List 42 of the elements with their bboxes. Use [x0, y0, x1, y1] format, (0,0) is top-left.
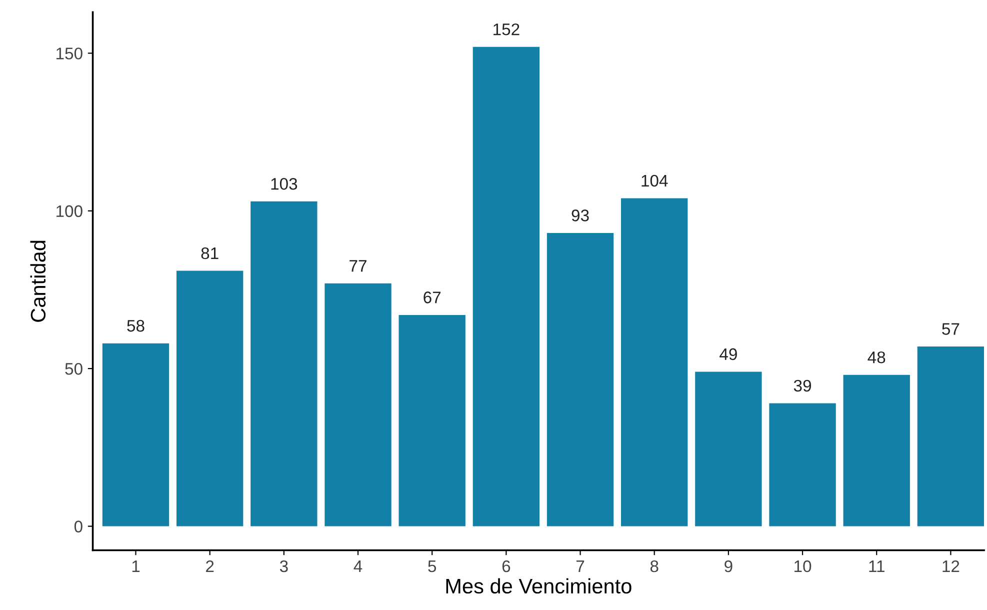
data-label: 57: [942, 323, 960, 335]
data-label: 103: [271, 178, 298, 190]
x-tick-label: 11: [869, 560, 884, 572]
x-tick-label: 7: [576, 560, 584, 572]
x-tick-label: 2: [206, 560, 214, 572]
bar: [250, 201, 318, 526]
bar: [102, 343, 170, 526]
bar: [546, 232, 614, 526]
data-label: 49: [720, 348, 737, 360]
data-label: 58: [127, 320, 144, 332]
x-tick-label: 5: [428, 560, 436, 572]
y-tick-label: 100: [56, 205, 82, 218]
bar: [324, 283, 392, 526]
data-label: 93: [572, 210, 589, 222]
data-label: 152: [494, 23, 520, 36]
x-tick-label: 6: [502, 560, 510, 572]
x-tick-label: 4: [354, 560, 362, 572]
data-label: 48: [868, 351, 886, 364]
bar: [472, 46, 540, 526]
bar: [176, 270, 244, 526]
bar: [917, 346, 984, 526]
y-tick-label: 0: [74, 520, 82, 532]
data-label: 67: [424, 292, 441, 304]
y-tick-label: 150: [56, 48, 82, 60]
x-axis-title: Mes de Vencimiento: [446, 578, 632, 594]
x-tick-label: 10: [794, 560, 812, 572]
data-label: 104: [642, 174, 668, 187]
x-tick-label: 8: [650, 560, 658, 572]
bar: [695, 372, 762, 526]
x-tick-label: 9: [724, 560, 732, 572]
x-tick-label: 12: [942, 560, 960, 572]
bar: [621, 198, 688, 526]
data-label: 39: [794, 380, 812, 392]
y-axis-title: Cantidad: [30, 240, 46, 322]
x-tick-label: 1: [132, 560, 140, 572]
y-tick-label: 50: [65, 362, 82, 375]
data-label: 77: [350, 260, 366, 272]
bar: [398, 314, 466, 526]
bar: [769, 403, 836, 526]
bar: [843, 374, 910, 526]
data-label: 81: [201, 247, 218, 260]
x-tick-label: 3: [280, 560, 288, 572]
